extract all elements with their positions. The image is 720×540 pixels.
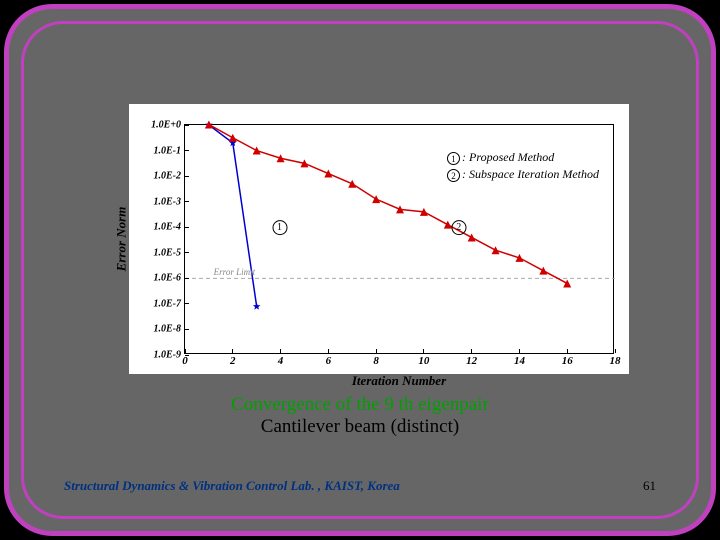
ytick-label: 1.0E-9 [154,350,182,361]
slide-inner-frame: Iteration Number Error Norm 1: Proposed … [21,21,699,519]
xtick-mark [280,349,281,353]
series-marker-2 [348,180,356,188]
series-marker-2 [229,134,237,142]
legend-text-2: : Subspace Iteration Method [462,167,599,181]
plot-area: Iteration Number Error Norm 1: Proposed … [184,124,614,354]
ytick-mark [185,252,189,253]
xtick-label: 8 [373,355,379,367]
xtick-label: 14 [514,355,525,367]
legend-marker-1: 1 [447,152,460,165]
series-annot-num-1: 1 [272,220,287,235]
series-marker-2 [515,254,523,262]
xtick-mark [615,349,616,353]
caption-line-2: Cantilever beam (distinct) [24,416,696,438]
series-marker-2 [563,279,571,287]
y-axis-label: Error Norm [113,207,129,272]
legend-row-1: 1: Proposed Method [447,149,599,166]
series-annot-1: 1 [272,219,289,235]
xtick-mark [519,349,520,353]
ytick-label: 1.0E-8 [154,324,182,335]
xtick-label: 6 [326,355,332,367]
xtick-mark [567,349,568,353]
xtick-mark [185,349,186,353]
ytick-mark [185,201,189,202]
ytick-label: 1.0E-3 [154,196,182,207]
xtick-mark [471,349,472,353]
slide-outer-frame: Iteration Number Error Norm 1: Proposed … [4,4,716,536]
xtick-mark [232,349,233,353]
ytick-mark [185,176,189,177]
ytick-label: 1.0E-7 [154,298,182,309]
series-marker-2 [324,170,332,178]
footer-text: Structural Dynamics & Vibration Control … [64,478,400,494]
xtick-label: 12 [466,355,477,367]
ytick-mark [185,329,189,330]
series-marker-2 [468,233,476,241]
legend-row-2: 2: Subspace Iteration Method [447,166,599,183]
series-annot-2: 2 [451,219,468,235]
legend-marker-2: 2 [447,169,460,182]
series-marker-2 [539,267,547,275]
ytick-label: 1.0E-6 [154,273,182,284]
xtick-label: 10 [418,355,429,367]
error-limit-label: Error Limit [214,267,255,277]
xtick-mark [328,349,329,353]
chart-panel: Iteration Number Error Norm 1: Proposed … [129,104,629,374]
xtick-mark [423,349,424,353]
ytick-mark [185,303,189,304]
series-marker-2 [372,195,380,203]
series-line-1 [209,125,257,306]
xtick-label: 18 [610,355,621,367]
ytick-label: 1.0E-1 [154,145,182,156]
ytick-label: 1.0E-4 [154,222,182,233]
xtick-label: 2 [230,355,236,367]
xtick-label: 16 [562,355,573,367]
series-marker-1 [253,302,261,309]
caption-line-1: Convergence of the 9 th eigenpair [24,394,696,416]
xtick-label: 4 [278,355,284,367]
xtick-mark [376,349,377,353]
legend-text-1: : Proposed Method [462,150,554,164]
ytick-mark [185,150,189,151]
ytick-label: 1.0E+0 [151,120,181,131]
series-marker-2 [492,246,500,254]
legend: 1: Proposed Method 2: Subspace Iteration… [443,147,603,185]
ytick-label: 1.0E-2 [154,171,182,182]
ytick-label: 1.0E-5 [154,247,182,258]
xtick-label: 0 [182,355,188,367]
page-number: 61 [643,478,656,494]
x-axis-label: Iteration Number [352,373,446,389]
ytick-mark [185,278,189,279]
series-marker-2 [253,147,261,155]
ytick-mark [185,227,189,228]
series-annot-num-2: 2 [451,220,466,235]
ytick-mark [185,125,189,126]
chart-caption: Convergence of the 9 th eigenpair Cantil… [24,394,696,438]
